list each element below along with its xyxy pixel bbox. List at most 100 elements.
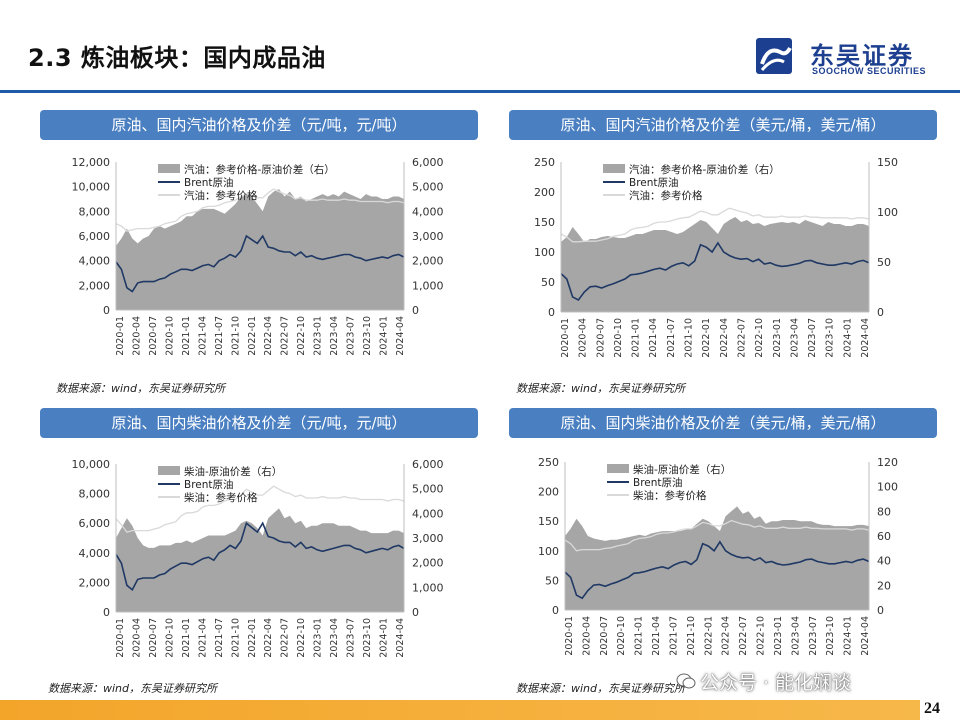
brand-name: 东吴证券 bbox=[810, 42, 914, 70]
y-right-tick-label: 2,000 bbox=[412, 557, 444, 570]
x-tick-label: 2021-01 bbox=[181, 618, 192, 658]
x-tick-label: 2022-07 bbox=[280, 618, 291, 658]
x-tick-label: 2022-07 bbox=[280, 316, 291, 356]
x-tick-label: 2020-10 bbox=[616, 616, 627, 656]
y-left-tick-label: 150 bbox=[538, 515, 559, 528]
x-tick-label: 2023-04 bbox=[329, 316, 340, 356]
x-tick-label: 2023-10 bbox=[362, 618, 373, 658]
y-right-tick-label: 1,000 bbox=[412, 581, 444, 594]
brand-subtitle: SOOCHOW SECURITIES bbox=[812, 66, 927, 76]
y-right-tick-label: 60 bbox=[877, 530, 891, 543]
x-tick-label: 2024-04 bbox=[395, 316, 406, 356]
x-tick-label: 2020-04 bbox=[581, 616, 592, 656]
x-tick-label: 2023-04 bbox=[790, 616, 801, 656]
series-line-1 bbox=[564, 540, 870, 600]
y-left-tick-label: 10,000 bbox=[72, 181, 111, 194]
y-left-tick-label: 250 bbox=[538, 456, 559, 469]
y-left-tick-label: 150 bbox=[534, 216, 555, 229]
series-area-0 bbox=[116, 189, 404, 310]
x-tick-label: 2020-10 bbox=[613, 318, 624, 358]
legend-label: 汽油：参考价格 bbox=[629, 189, 703, 202]
y-right-tick-label: 3,000 bbox=[412, 230, 444, 243]
panel-banner-3: 原油、国内柴油价格及价差（元/吨，元/吨） bbox=[40, 408, 478, 438]
x-tick-label: 2021-04 bbox=[197, 618, 208, 658]
y-left-tick-label: 100 bbox=[534, 246, 555, 259]
chart-gasoline-cny: 0 2,000 4,000 6,000 8,000 10,000 12,000 0 1,000 2… bbox=[72, 156, 444, 356]
header-rule bbox=[0, 90, 960, 93]
x-tick-label: 2023-07 bbox=[346, 618, 357, 658]
legend-label: 柴油-原油价差（右） bbox=[633, 463, 731, 476]
y-left-tick-label: 0 bbox=[548, 306, 555, 319]
panel-banner-2: 原油、国内汽油价格及价差（美元/桶，美元/桶） bbox=[509, 110, 937, 140]
series-line-1 bbox=[115, 521, 405, 592]
x-tick-label: 2024-04 bbox=[860, 318, 871, 358]
series-line-2 bbox=[115, 485, 405, 533]
x-tick-label: 2021-04 bbox=[197, 316, 208, 356]
legend-swatch-area bbox=[607, 464, 629, 473]
series-area-0 bbox=[116, 508, 404, 612]
x-tick-label: 2021-07 bbox=[214, 618, 225, 658]
source-note-1: 数据来源：wind，东吴证券研究所 bbox=[56, 382, 226, 395]
y-right-tick-label: 150 bbox=[877, 156, 898, 169]
wechat-icon bbox=[676, 673, 696, 689]
x-tick-label: 2023-01 bbox=[773, 616, 784, 656]
legend-label: Brent原油 bbox=[184, 478, 234, 491]
y-right-tick-label: 4,000 bbox=[412, 507, 444, 520]
y-left-tick-label: 100 bbox=[538, 545, 559, 558]
y-left-tick-label: 2,000 bbox=[79, 279, 111, 292]
y-left-tick-label: 250 bbox=[534, 156, 555, 169]
x-tick-label: 2023-10 bbox=[825, 616, 836, 656]
x-tick-label: 2021-04 bbox=[651, 616, 662, 656]
series-line-2 bbox=[564, 519, 870, 552]
x-tick-label: 2022-04 bbox=[719, 318, 730, 358]
y-left-tick-label: 200 bbox=[538, 486, 559, 499]
x-tick-label: 2023-04 bbox=[789, 318, 800, 358]
y-left-tick-label: 200 bbox=[534, 186, 555, 199]
page-number: 24 bbox=[924, 700, 940, 717]
x-tick-label: 2021-07 bbox=[666, 318, 677, 358]
brand-logo: 东吴证券 SOOCHOW SECURITIES bbox=[754, 36, 944, 80]
x-tick-label: 2022-04 bbox=[263, 316, 274, 356]
x-tick-label: 2023-07 bbox=[807, 318, 818, 358]
source-note-3: 数据来源：wind，东吴证券研究所 bbox=[48, 682, 218, 695]
x-tick-label: 2021-10 bbox=[230, 316, 241, 356]
series-line-1 bbox=[115, 234, 405, 293]
x-tick-label: 2020-10 bbox=[164, 618, 175, 658]
series-line-2 bbox=[560, 207, 870, 243]
series-line-1 bbox=[560, 241, 870, 302]
y-right-tick-label: 0 bbox=[412, 606, 419, 619]
y-right-tick-label: 5,000 bbox=[412, 181, 444, 194]
x-tick-label: 2024-01 bbox=[379, 316, 390, 356]
x-tick-label: 2020-04 bbox=[132, 618, 143, 658]
x-tick-label: 2021-07 bbox=[214, 316, 225, 356]
x-tick-label: 2024-04 bbox=[395, 618, 406, 658]
y-left-tick-label: 0 bbox=[103, 606, 110, 619]
y-left-tick-label: 4,000 bbox=[79, 255, 111, 268]
y-right-tick-label: 0 bbox=[412, 304, 419, 317]
y-right-tick-label: 120 bbox=[877, 456, 898, 469]
legend-label: Brent原油 bbox=[629, 176, 679, 189]
x-tick-label: 2023-01 bbox=[313, 618, 324, 658]
x-tick-label: 2020-07 bbox=[148, 316, 159, 356]
y-left-tick-label: 2,000 bbox=[79, 576, 111, 589]
y-left-tick-label: 50 bbox=[541, 276, 555, 289]
y-right-tick-label: 40 bbox=[877, 555, 891, 568]
y-right-tick-label: 5,000 bbox=[412, 483, 444, 496]
y-right-tick-label: 20 bbox=[877, 579, 891, 592]
x-tick-label: 2022-10 bbox=[756, 616, 767, 656]
x-tick-label: 2020-04 bbox=[132, 316, 143, 356]
y-right-tick-label: 3,000 bbox=[412, 532, 444, 545]
series-area-0 bbox=[561, 217, 869, 312]
x-tick-label: 2023-04 bbox=[329, 618, 340, 658]
y-right-tick-label: 100 bbox=[877, 206, 898, 219]
x-tick-label: 2022-07 bbox=[738, 616, 749, 656]
x-tick-label: 2022-10 bbox=[296, 316, 307, 356]
x-tick-label: 2021-04 bbox=[648, 318, 659, 358]
legend-swatch-area bbox=[158, 466, 180, 475]
y-left-tick-label: 8,000 bbox=[79, 488, 111, 501]
x-tick-label: 2022-04 bbox=[263, 618, 274, 658]
x-tick-label: 2022-01 bbox=[701, 318, 712, 358]
x-tick-label: 2021-07 bbox=[669, 616, 680, 656]
legend-label: 柴油：参考价格 bbox=[633, 489, 707, 502]
x-tick-label: 2024-01 bbox=[843, 616, 854, 656]
